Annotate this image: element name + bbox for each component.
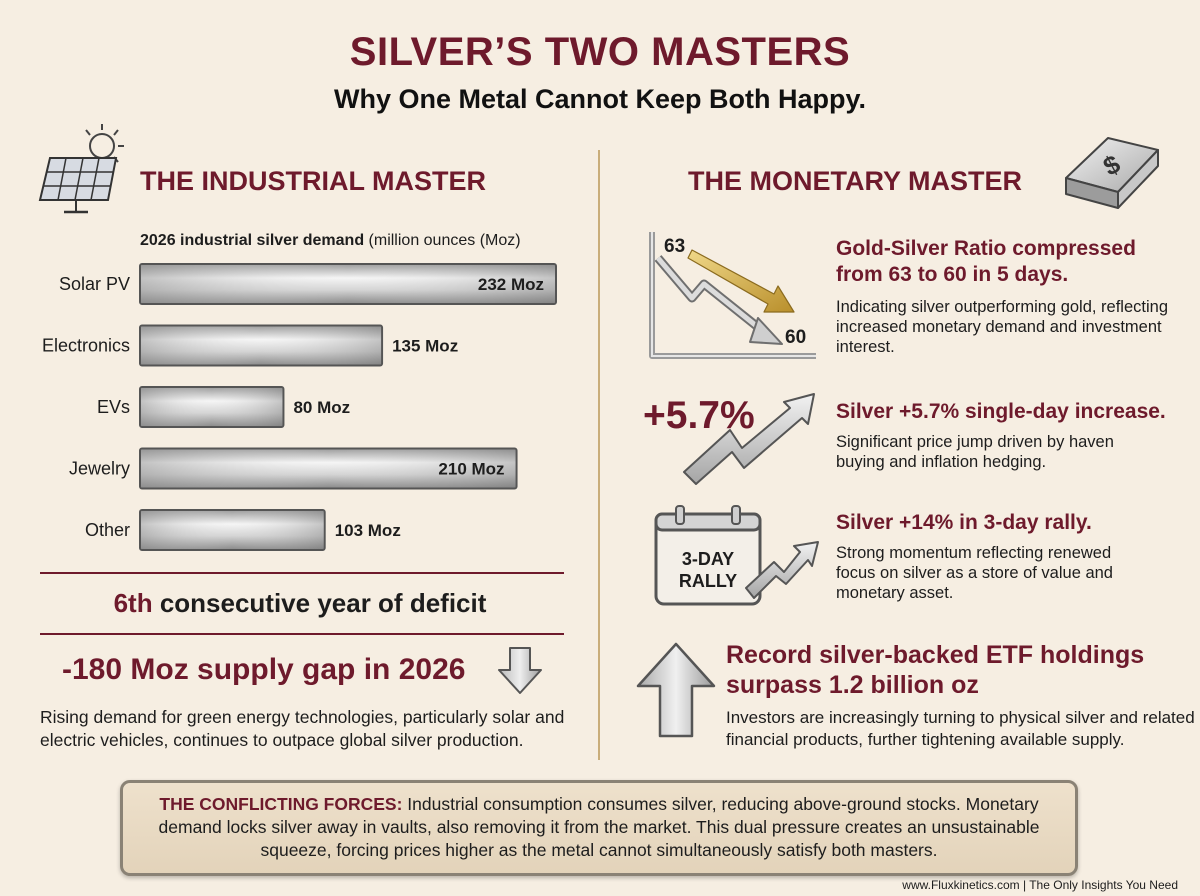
industrial-demand-bar-chart: Solar PV 232 Moz Electronics 135 Moz EVs 80 M… (42, 263, 557, 551)
supply-gap-description: Rising demand for green energy technolog… (40, 707, 565, 750)
chart-caption-bold: 2026 industrial silver demand (140, 232, 365, 249)
deficit-divider-top (40, 572, 564, 574)
bar-value-label: 103 Moz (335, 521, 401, 540)
rising-trend-arrow-icon (683, 393, 815, 485)
deficit-text: consecutive year of deficit (152, 588, 487, 618)
ratio-description: Indicating silver outperforming gold, re… (836, 298, 1169, 356)
footer-credit: www.Fluxkinetics.com | The Only Insights… (902, 878, 1178, 892)
rally-heading: Silver +14% in 3-day rally. (836, 511, 1092, 534)
supply-gap-heading: -180 Moz supply gap in 2026 (62, 653, 466, 686)
up-arrow-icon (636, 642, 716, 738)
chart-caption: 2026 industrial silver demand (million o… (140, 232, 521, 250)
solar-panel-icon (38, 124, 124, 214)
ratio-end-label: 60 (785, 327, 806, 348)
bar-category-label: Solar PV (59, 274, 130, 294)
calendar-text: 3-DAY RALLY (666, 548, 750, 592)
chart-caption-rest: (million ounces (Moz) (364, 232, 521, 249)
conflicting-forces-box: THE CONFLICTING FORCES: Industrial consu… (120, 780, 1078, 876)
single-day-heading: Silver +5.7% single-day increase. (836, 400, 1166, 423)
page-subtitle: Why One Metal Cannot Keep Both Happy. (333, 84, 867, 114)
bar-sheen (141, 388, 283, 426)
calendar-line-2: RALLY (678, 571, 738, 591)
bar-sheen (141, 326, 382, 365)
column-divider (598, 150, 600, 760)
bar-category-label: EVs (97, 397, 130, 417)
page-title: SILVER’S TWO MASTERS (349, 30, 851, 74)
deficit-statement: 6th consecutive year of deficit (40, 588, 560, 619)
etf-heading: Record silver-backed ETF holdings surpas… (726, 641, 1145, 699)
bar-value-label: 80 Moz (293, 398, 350, 417)
calendar-icon (654, 505, 819, 606)
industrial-master-title: THE INDUSTRIAL MASTER (140, 166, 487, 196)
rally-description: Strong momentum reflecting renewed focus… (836, 544, 1113, 602)
gold-silver-ratio-graph: 63 60 (649, 232, 816, 359)
bar-category-label: Electronics (42, 336, 130, 356)
ratio-start-label: 63 (664, 236, 685, 257)
bar-sheen (141, 449, 516, 488)
bar-value-label: 232 Moz (478, 275, 544, 294)
deficit-divider-bottom (40, 633, 564, 635)
bar-sheen (141, 511, 324, 549)
etf-description: Investors are increasingly turning to ph… (726, 708, 1195, 749)
bar-category-label: Jewelry (69, 459, 130, 479)
monetary-master-title: THE MONETARY MASTER (688, 166, 1023, 196)
forces-lead: THE CONFLICTING FORCES: (159, 794, 403, 814)
ratio-heading: Gold-Silver Ratio compressed from 63 to … (836, 237, 1136, 286)
bar-value-label: 135 Moz (392, 337, 458, 356)
silver-bullion-icon: $ (1065, 137, 1159, 209)
forces-body: Industrial consumption consumes silver, … (158, 794, 1040, 860)
bar-sheen (141, 265, 555, 303)
bar-category-label: Other (85, 520, 130, 540)
single-day-description: Significant price jump driven by haven b… (836, 433, 1114, 471)
single-day-percent: +5.7% (643, 394, 755, 437)
calendar-line-1: 3-DAY (681, 549, 735, 569)
down-arrow-icon (498, 647, 542, 694)
bar-value-label: 210 Moz (438, 460, 504, 479)
deficit-ordinal: 6th (113, 588, 153, 618)
